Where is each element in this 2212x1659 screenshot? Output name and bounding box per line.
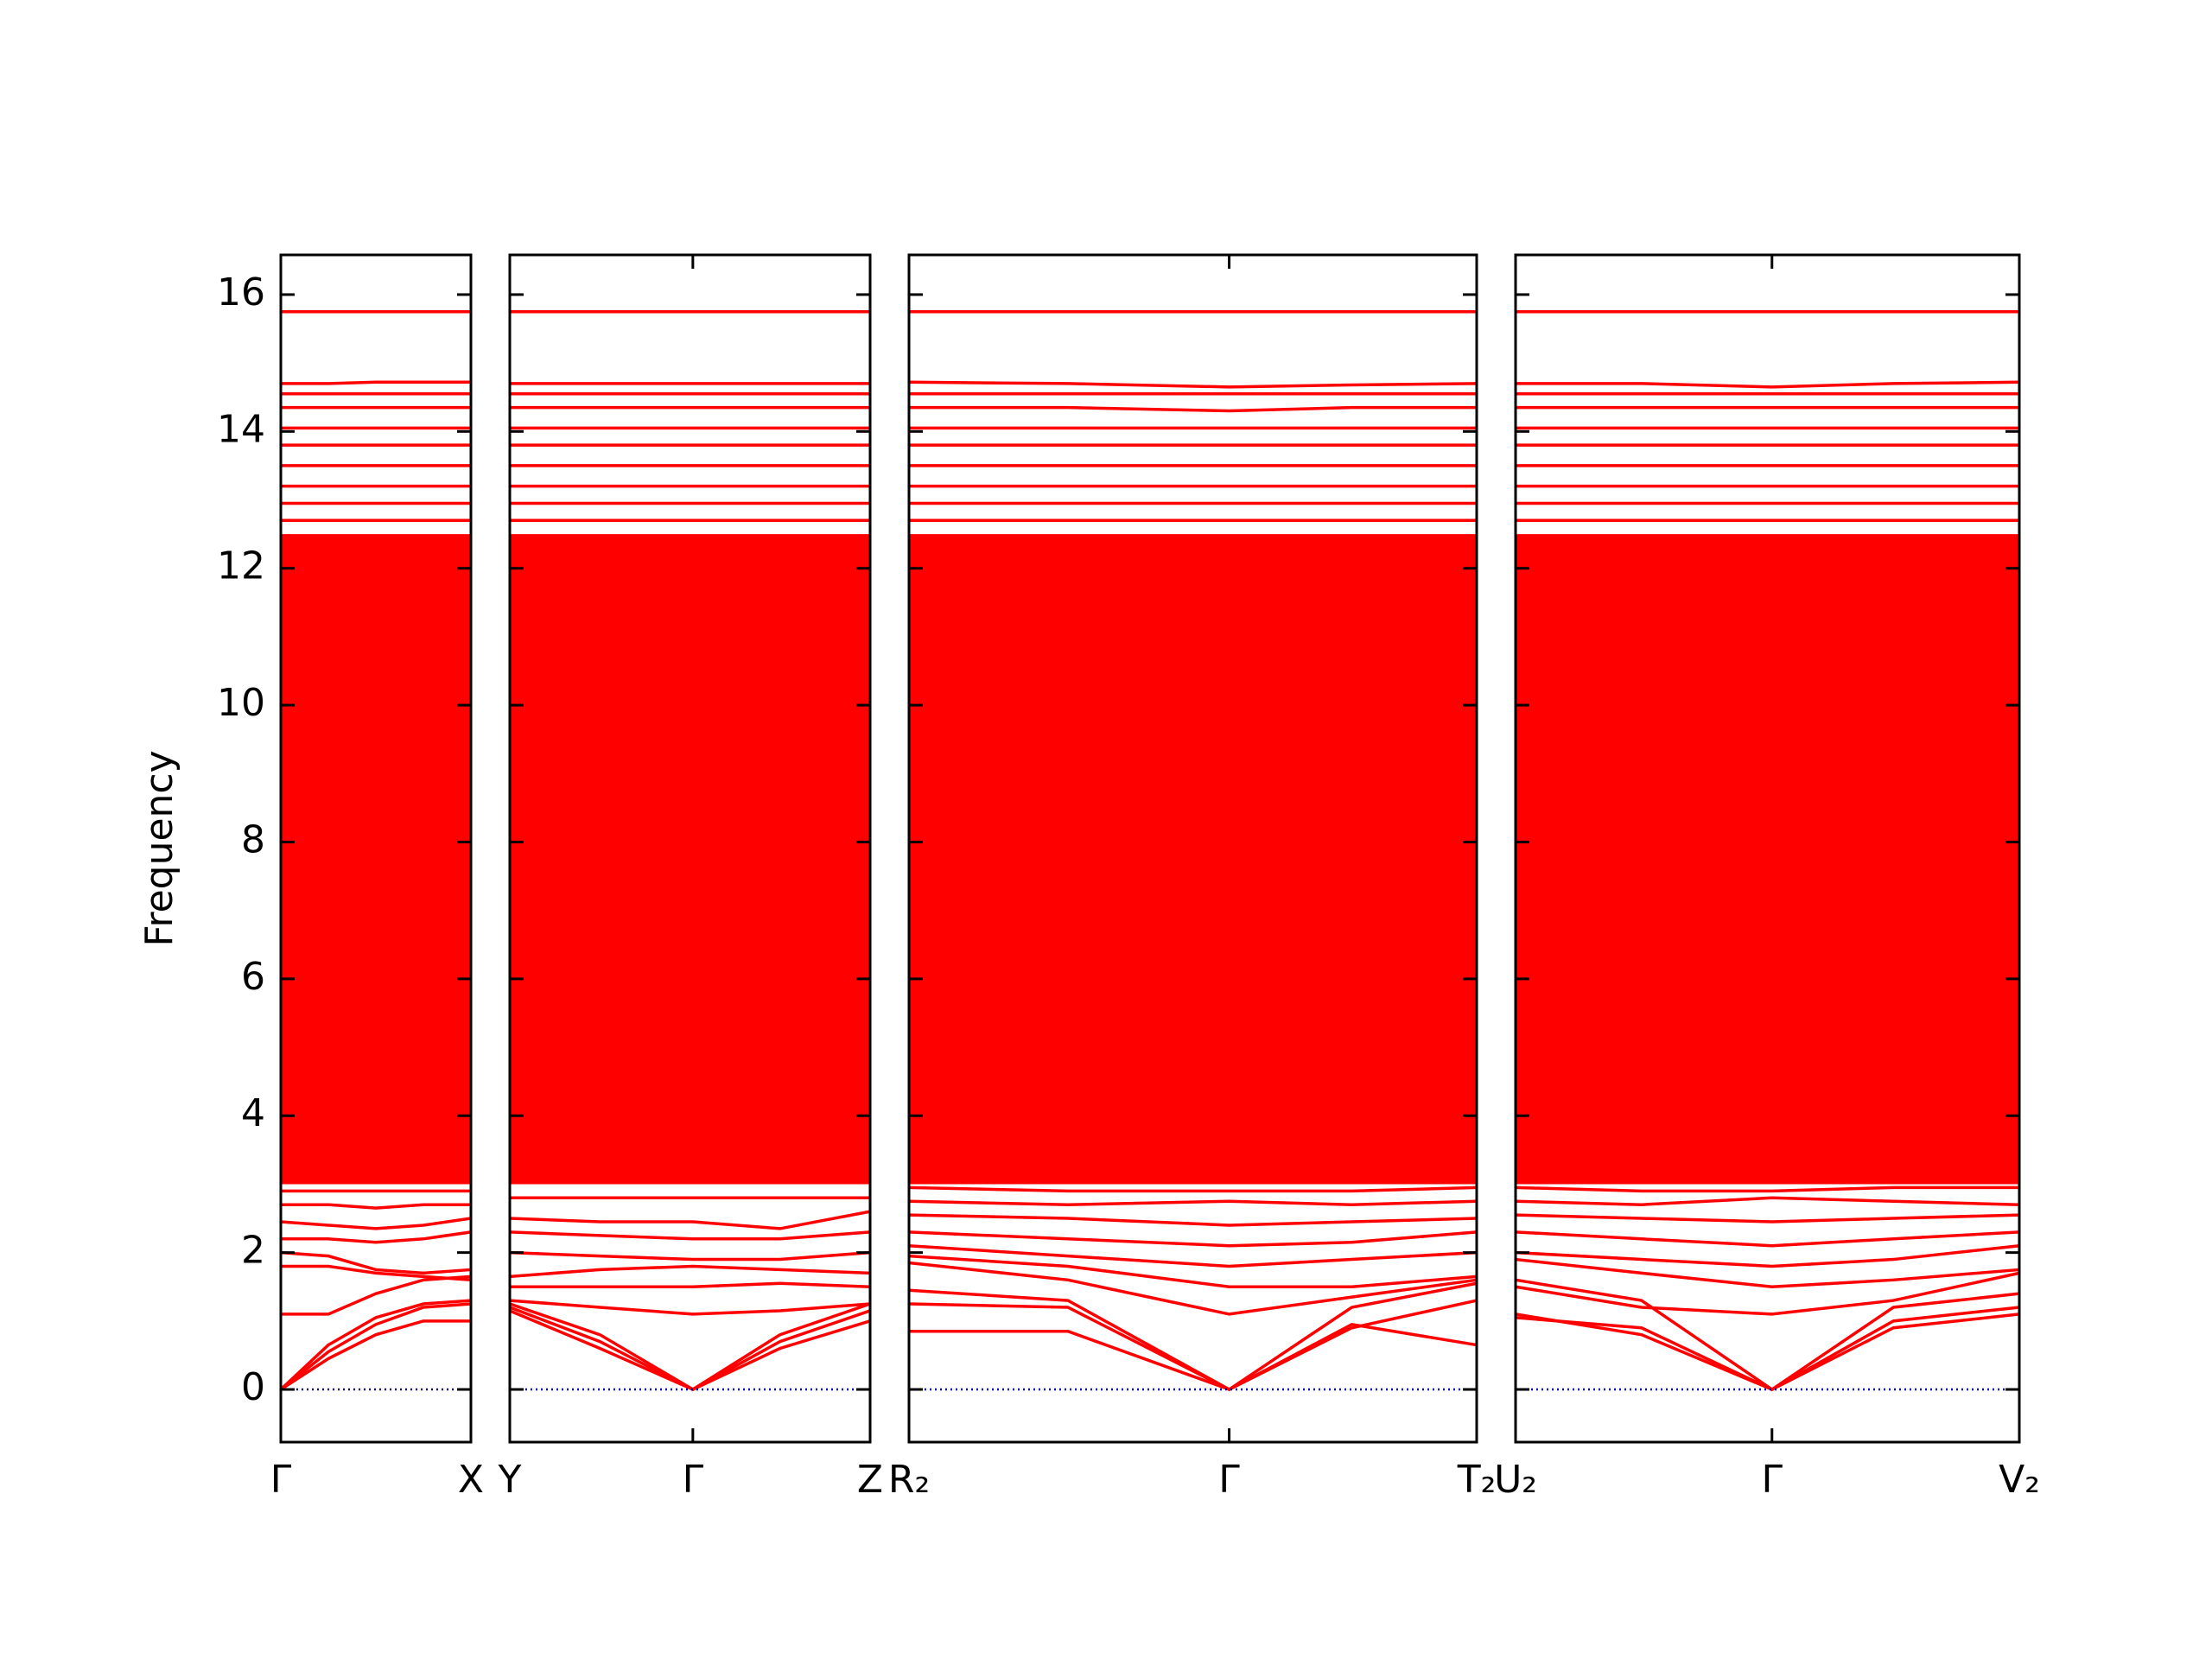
x-tick-label: U₂	[1494, 1458, 1537, 1502]
x-tick-label: Γ	[1218, 1458, 1240, 1502]
band-line	[280, 1250, 472, 1275]
band-line	[280, 1319, 471, 1391]
band-line	[1515, 1306, 2020, 1391]
x-tick-label: X	[458, 1458, 484, 1502]
band-line	[509, 1302, 871, 1392]
panel: 0 2 4 6 8 10 12 14 16 Γ X Frequency	[137, 253, 484, 1502]
band-line	[509, 1264, 871, 1279]
band-line	[1515, 1271, 2020, 1316]
band-line	[509, 1250, 871, 1262]
band-line	[908, 1213, 1478, 1227]
band-line	[908, 380, 1478, 389]
band-area	[510, 534, 870, 1185]
y-tick-label: 14	[217, 407, 265, 451]
band-line	[908, 1185, 1478, 1193]
band-area	[281, 534, 471, 1185]
band-line	[281, 380, 471, 385]
y-tick-label: 16	[217, 270, 265, 315]
band-line	[1515, 1196, 2020, 1206]
band-line	[509, 1210, 871, 1230]
y-tick-label: 6	[241, 955, 265, 999]
band-area	[909, 534, 1477, 1185]
band-line	[509, 1302, 871, 1391]
y-tick-label: 0	[241, 1365, 265, 1409]
x-tick-label: R₂	[888, 1458, 930, 1502]
band-line	[281, 1203, 471, 1210]
panel: R₂ Γ T₂	[888, 253, 1497, 1502]
band-line	[908, 1230, 1478, 1248]
band-line	[908, 1281, 1478, 1392]
band-line	[279, 1302, 472, 1391]
y-axis-label: Frequency	[137, 750, 181, 946]
x-tick-label: Γ	[270, 1458, 292, 1502]
band-line	[281, 1274, 472, 1316]
x-tick-label: T₂	[1457, 1458, 1497, 1502]
band-line	[1516, 380, 2020, 389]
frame	[907, 253, 1478, 1444]
x-tick-label: Z	[857, 1458, 883, 1502]
band-line	[909, 1322, 1478, 1391]
frame	[1514, 253, 2021, 1444]
band-line	[908, 1261, 1478, 1316]
x-tick-label: Γ	[1761, 1458, 1783, 1502]
x-tick-label: V₂	[1999, 1458, 2040, 1502]
y-tick-label: 4	[241, 1091, 265, 1135]
x-tick-label: Y	[498, 1458, 522, 1502]
y-tick-label: 10	[217, 681, 265, 725]
band-line	[509, 1299, 871, 1316]
band-line	[1515, 1185, 2019, 1193]
band-area	[1516, 534, 2019, 1185]
band-line	[509, 1306, 871, 1391]
band-line	[908, 1199, 1478, 1206]
band-line	[281, 1264, 472, 1282]
band-line	[1515, 1213, 2020, 1224]
frame	[279, 253, 473, 1444]
frame	[508, 253, 872, 1444]
band-line	[510, 1281, 871, 1288]
y-tick-label: 12	[217, 544, 265, 588]
x-tick-label: Γ	[683, 1458, 704, 1502]
band-line	[908, 1254, 1478, 1288]
band-line	[509, 1230, 871, 1241]
band-line	[279, 1299, 472, 1391]
band-line	[1515, 1278, 2020, 1392]
band-line	[1515, 1243, 2020, 1268]
band-line	[909, 405, 1477, 413]
band-line	[1515, 1257, 2020, 1288]
band-line	[281, 1230, 472, 1244]
band-line	[280, 1217, 472, 1230]
panel: U₂ Γ V₂	[1494, 253, 2040, 1502]
band-line	[1515, 1230, 2020, 1248]
band-line	[908, 1243, 1478, 1268]
y-tick-label: 2	[241, 1229, 265, 1273]
y-tick-label: 8	[241, 817, 265, 861]
